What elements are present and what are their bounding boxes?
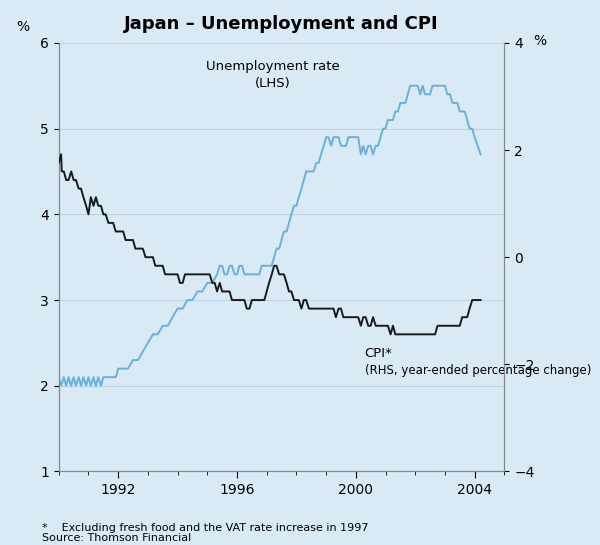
Text: CPI*: CPI* (365, 347, 392, 360)
Text: (RHS, year-ended percentage change): (RHS, year-ended percentage change) (365, 365, 591, 377)
Text: (LHS): (LHS) (255, 77, 290, 90)
Text: Unemployment rate: Unemployment rate (206, 60, 340, 73)
Title: Japan – Unemployment and CPI: Japan – Unemployment and CPI (124, 15, 439, 33)
Text: *    Excluding fresh food and the VAT rate increase in 1997: * Excluding fresh food and the VAT rate … (42, 523, 368, 533)
Y-axis label: %: % (533, 34, 547, 49)
Text: Source: Thomson Financial: Source: Thomson Financial (42, 534, 191, 543)
Y-axis label: %: % (17, 20, 29, 34)
